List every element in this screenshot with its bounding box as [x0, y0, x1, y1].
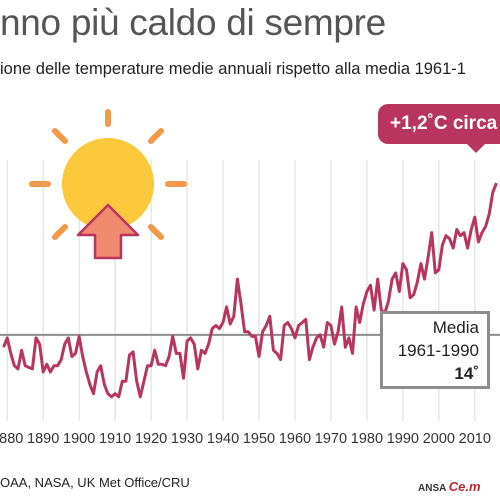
- publisher-logo: ANSA Ce.m: [418, 479, 481, 494]
- x-tick-label: 1890: [27, 431, 59, 447]
- x-tick-label: 1960: [279, 431, 311, 447]
- x-tick-label: 1990: [387, 431, 419, 447]
- x-axis: 1880189019001910192019301940195019601970…: [0, 431, 491, 447]
- chart-subtitle: ione delle temperature medie annuali ris…: [0, 60, 466, 78]
- mean-value: 14˚: [454, 364, 479, 383]
- warming-badge: +1,2˚C circa: [378, 104, 500, 144]
- x-tick-label: 2000: [423, 431, 455, 447]
- x-tick-label: 1970: [315, 431, 347, 447]
- x-tick-label: 1950: [243, 431, 275, 447]
- mean-period: 1961-1990: [397, 341, 479, 360]
- x-tick-label: 1930: [171, 431, 203, 447]
- x-tick-label: 2010: [459, 431, 491, 447]
- logo-centimetri: Ce.m: [448, 479, 481, 494]
- x-tick-label: 1910: [99, 431, 131, 447]
- x-tick-label: 1940: [207, 431, 239, 447]
- chart-title: nno più caldo di sempre: [0, 2, 386, 43]
- x-tick-label: 1900: [63, 431, 95, 447]
- up-arrow-icon: [76, 203, 140, 260]
- temperature-series-line: [2, 182, 498, 399]
- source-credit: OAA, NASA, UK Met Office/CRU: [0, 475, 190, 490]
- logo-ansa: ANSA: [418, 483, 446, 494]
- badge-pointer: [467, 144, 485, 153]
- sun-disc: [62, 138, 154, 230]
- x-tick-label: 1920: [135, 431, 167, 447]
- x-tick-label: 1980: [351, 431, 383, 447]
- mean-label: Media: [432, 318, 479, 337]
- mean-label-box: Media 1961-1990 14˚: [380, 311, 490, 389]
